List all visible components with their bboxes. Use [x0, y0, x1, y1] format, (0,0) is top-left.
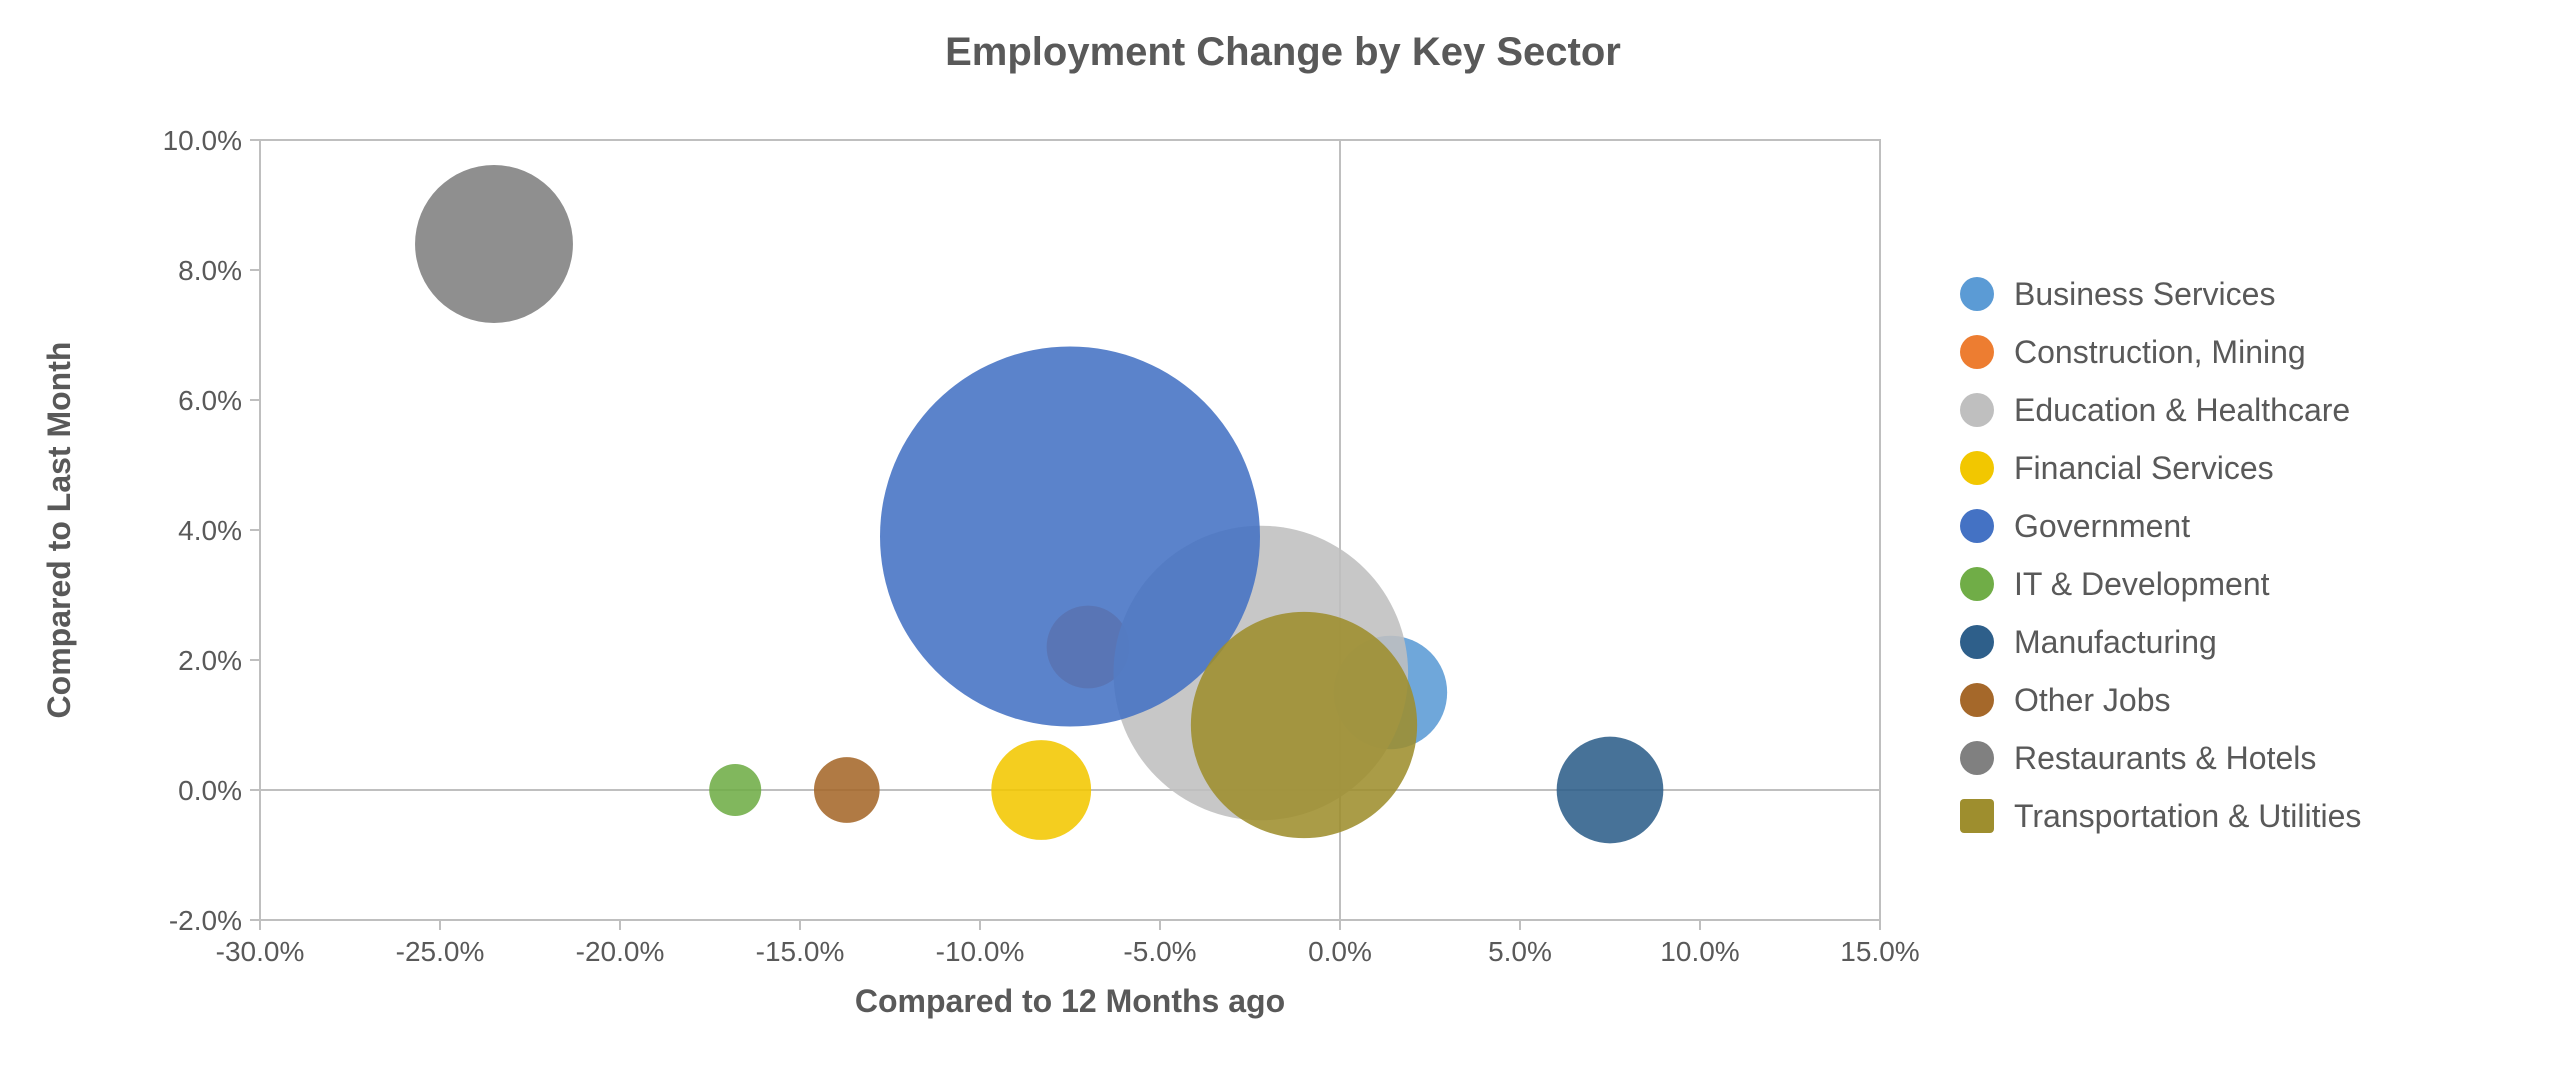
legend-label: IT & Development: [2014, 566, 2270, 603]
y-tick-label: 0.0%: [178, 775, 242, 806]
legend-item: Other Jobs: [1960, 671, 2361, 729]
legend-label: Business Services: [2014, 276, 2275, 313]
y-tick-label: -2.0%: [169, 905, 242, 936]
x-tick-label: -15.0%: [756, 936, 845, 967]
legend-item: IT & Development: [1960, 555, 2361, 613]
bubble: [1557, 737, 1664, 844]
legend-label: Education & Healthcare: [2014, 392, 2350, 429]
legend-item: Business Services: [1960, 265, 2361, 323]
legend-swatch: [1960, 509, 1994, 543]
legend-swatch: [1960, 335, 1994, 369]
legend-label: Financial Services: [2014, 450, 2274, 487]
legend-label: Other Jobs: [2014, 682, 2171, 719]
legend-swatch: [1960, 799, 1994, 833]
legend-item: Financial Services: [1960, 439, 2361, 497]
bubble: [814, 757, 880, 823]
x-tick-label: -10.0%: [936, 936, 1025, 967]
x-tick-label: -20.0%: [576, 936, 665, 967]
legend-swatch: [1960, 567, 1994, 601]
y-axis-label: Compared to Last Month: [41, 342, 77, 719]
x-tick-label: 15.0%: [1840, 936, 1919, 967]
bubble: [880, 347, 1260, 727]
x-tick-label: 5.0%: [1488, 936, 1552, 967]
legend-swatch: [1960, 741, 1994, 775]
x-tick-label: 10.0%: [1660, 936, 1739, 967]
legend-label: Manufacturing: [2014, 624, 2217, 661]
legend: Business Services Construction, Mining Edu…: [1960, 265, 2361, 845]
bubble: [415, 165, 573, 323]
legend-label: Restaurants & Hotels: [2014, 740, 2316, 777]
legend-swatch: [1960, 625, 1994, 659]
y-tick-label: 6.0%: [178, 385, 242, 416]
legend-label: Construction, Mining: [2014, 334, 2306, 371]
legend-label: Government: [2014, 508, 2190, 545]
y-tick-label: 4.0%: [178, 515, 242, 546]
x-axis-label: Compared to 12 Months ago: [855, 983, 1285, 1019]
legend-item: Manufacturing: [1960, 613, 2361, 671]
bubble: [991, 740, 1091, 840]
legend-item: Education & Healthcare: [1960, 381, 2361, 439]
legend-swatch: [1960, 451, 1994, 485]
legend-item: Restaurants & Hotels: [1960, 729, 2361, 787]
legend-item: Government: [1960, 497, 2361, 555]
x-tick-label: -30.0%: [216, 936, 305, 967]
legend-item: Transportation & Utilities: [1960, 787, 2361, 845]
legend-swatch: [1960, 683, 1994, 717]
x-tick-label: 0.0%: [1308, 936, 1372, 967]
legend-swatch: [1960, 393, 1994, 427]
y-tick-label: 2.0%: [178, 645, 242, 676]
y-tick-label: 8.0%: [178, 255, 242, 286]
legend-label: Transportation & Utilities: [2014, 798, 2361, 835]
bubble: [1191, 612, 1417, 838]
legend-item: Construction, Mining: [1960, 323, 2361, 381]
x-tick-label: -25.0%: [396, 936, 485, 967]
x-tick-label: -5.0%: [1123, 936, 1196, 967]
y-tick-label: 10.0%: [163, 125, 242, 156]
legend-swatch: [1960, 277, 1994, 311]
bubble: [709, 764, 761, 816]
